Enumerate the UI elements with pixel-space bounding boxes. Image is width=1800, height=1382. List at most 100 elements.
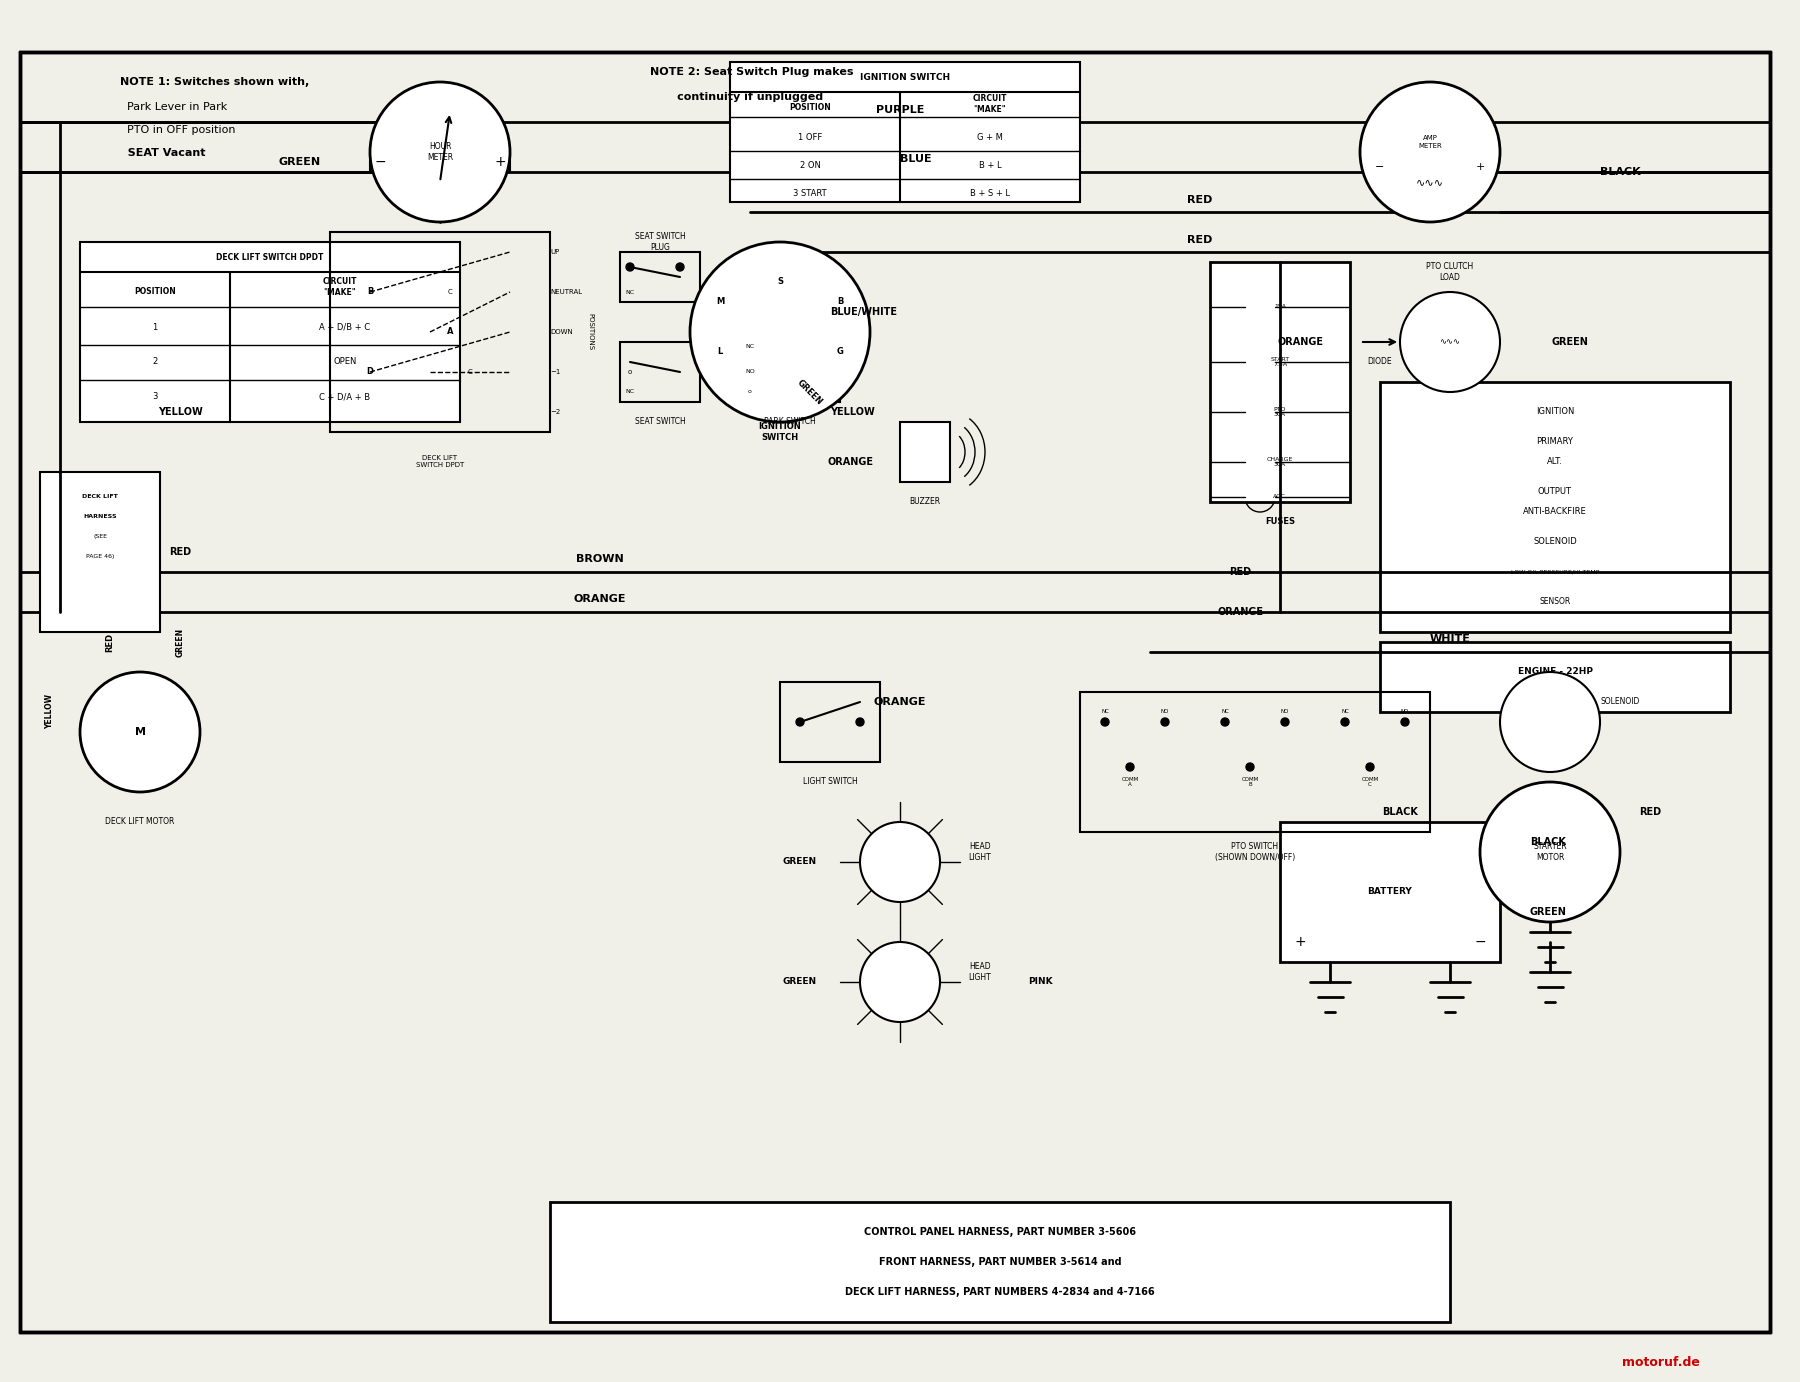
Text: L: L bbox=[718, 347, 722, 357]
Text: ORANGE: ORANGE bbox=[1276, 337, 1323, 347]
Text: ORANGE: ORANGE bbox=[574, 594, 626, 604]
Circle shape bbox=[1366, 763, 1373, 771]
Text: GREEN: GREEN bbox=[796, 377, 824, 406]
Bar bbox=[40, 473, 160, 632]
Text: YELLOW: YELLOW bbox=[45, 695, 54, 730]
Circle shape bbox=[1361, 82, 1499, 223]
Text: motoruf.de: motoruf.de bbox=[1622, 1356, 1699, 1368]
Text: DECK LIFT: DECK LIFT bbox=[83, 495, 117, 499]
Text: BLACK: BLACK bbox=[1530, 837, 1566, 847]
Circle shape bbox=[1400, 719, 1409, 726]
Text: B + L: B + L bbox=[979, 160, 1001, 170]
Text: PTO
30A: PTO 30A bbox=[1274, 406, 1287, 417]
Text: RED: RED bbox=[1188, 195, 1213, 205]
Text: ORANGE: ORANGE bbox=[873, 697, 927, 708]
Text: GREEN: GREEN bbox=[1552, 337, 1588, 347]
Text: HEAD
LIGHT: HEAD LIGHT bbox=[968, 962, 992, 981]
Text: G + M: G + M bbox=[977, 133, 1003, 141]
Text: 3: 3 bbox=[153, 392, 158, 402]
Bar bbox=[1080, 692, 1429, 832]
Text: PINK: PINK bbox=[1028, 977, 1053, 987]
Text: BLACK: BLACK bbox=[1382, 807, 1418, 817]
Text: 1: 1 bbox=[153, 322, 158, 332]
Text: PTO CLUTCH
LOAD: PTO CLUTCH LOAD bbox=[1426, 263, 1474, 282]
Text: DECK LIFT HARNESS, PART NUMBERS 4-2834 and 4-7166: DECK LIFT HARNESS, PART NUMBERS 4-2834 a… bbox=[846, 1287, 1156, 1296]
Text: 2 ON: 2 ON bbox=[799, 160, 821, 170]
Text: UP: UP bbox=[551, 249, 560, 256]
Text: IGNITION
SWITCH: IGNITION SWITCH bbox=[758, 423, 801, 442]
Text: M: M bbox=[716, 297, 724, 307]
Text: PTO in OFF position: PTO in OFF position bbox=[121, 124, 236, 135]
Text: D: D bbox=[367, 368, 374, 376]
Text: SEAT SWITCH
PLUG: SEAT SWITCH PLUG bbox=[635, 232, 686, 252]
Text: NO: NO bbox=[1400, 709, 1409, 714]
Text: POSITION: POSITION bbox=[788, 102, 832, 112]
Text: ∿∿∿: ∿∿∿ bbox=[1417, 177, 1444, 187]
Text: DOWN: DOWN bbox=[551, 329, 572, 334]
Text: NEUTRAL: NEUTRAL bbox=[551, 289, 581, 294]
Text: A: A bbox=[446, 328, 454, 336]
Text: STARTER
MOTOR: STARTER MOTOR bbox=[1534, 842, 1566, 862]
Text: LIGHT SWITCH: LIGHT SWITCH bbox=[803, 778, 857, 786]
Circle shape bbox=[1220, 719, 1229, 726]
Text: B: B bbox=[367, 287, 373, 297]
Text: PTO SWITCH
(SHOWN DOWN/OFF): PTO SWITCH (SHOWN DOWN/OFF) bbox=[1215, 842, 1296, 862]
Text: PARK SWITCH: PARK SWITCH bbox=[765, 417, 815, 427]
Bar bbox=[329, 232, 551, 433]
Text: M: M bbox=[135, 727, 146, 737]
Circle shape bbox=[677, 263, 684, 271]
Circle shape bbox=[689, 242, 869, 422]
Text: FUSES: FUSES bbox=[1265, 517, 1294, 527]
Text: NC: NC bbox=[745, 344, 754, 350]
Bar bbox=[779, 681, 880, 761]
Circle shape bbox=[860, 822, 940, 902]
Circle shape bbox=[1400, 292, 1499, 392]
Bar bbox=[731, 62, 1080, 202]
Text: NOTE 1: Switches shown with,: NOTE 1: Switches shown with, bbox=[121, 77, 310, 87]
Text: NC: NC bbox=[625, 390, 635, 394]
Text: SEAT Vacant: SEAT Vacant bbox=[121, 148, 205, 158]
Text: A + D/B + C: A + D/B + C bbox=[319, 322, 371, 332]
Circle shape bbox=[1161, 719, 1168, 726]
Text: OPEN: OPEN bbox=[333, 358, 356, 366]
Bar bbox=[900, 422, 950, 482]
Text: PRIMARY: PRIMARY bbox=[1537, 438, 1573, 446]
Bar bbox=[619, 252, 700, 303]
Text: ENGINE - 22HP
KOHLER: ENGINE - 22HP KOHLER bbox=[1517, 668, 1593, 687]
Text: AMP
METER: AMP METER bbox=[1418, 135, 1442, 148]
Text: PURPLE: PURPLE bbox=[877, 105, 923, 115]
Text: BLACK: BLACK bbox=[1600, 167, 1640, 177]
Bar bbox=[619, 341, 700, 402]
Text: CIRCUIT
"MAKE": CIRCUIT "MAKE" bbox=[322, 278, 356, 297]
Text: YELLOW: YELLOW bbox=[158, 408, 202, 417]
Text: BUZZER: BUZZER bbox=[909, 498, 941, 506]
Text: NOTE 2: Seat Switch Plug makes: NOTE 2: Seat Switch Plug makes bbox=[650, 66, 853, 77]
Text: 15A: 15A bbox=[1274, 304, 1285, 310]
Text: DECK LIFT MOTOR: DECK LIFT MOTOR bbox=[106, 818, 175, 826]
Text: ANTI-BACKFIRE: ANTI-BACKFIRE bbox=[1523, 507, 1588, 517]
Text: BATTERY: BATTERY bbox=[1368, 887, 1413, 897]
Text: SENSOR: SENSOR bbox=[1539, 597, 1571, 607]
Text: GREEN: GREEN bbox=[783, 857, 817, 867]
Text: +: + bbox=[495, 155, 506, 169]
Text: S: S bbox=[778, 278, 783, 286]
Text: ACC.: ACC. bbox=[1273, 495, 1287, 499]
Text: COMM
C: COMM C bbox=[1361, 777, 1379, 788]
Text: −2: −2 bbox=[551, 409, 560, 415]
Circle shape bbox=[860, 943, 940, 1023]
Text: GREEN: GREEN bbox=[279, 158, 320, 167]
Text: NC: NC bbox=[625, 289, 635, 294]
Text: o: o bbox=[628, 369, 632, 375]
Text: YELLOW: YELLOW bbox=[830, 408, 875, 417]
Text: NC: NC bbox=[1341, 709, 1348, 714]
Text: −1: −1 bbox=[551, 369, 560, 375]
Text: ALT.: ALT. bbox=[1546, 457, 1562, 467]
Circle shape bbox=[857, 719, 864, 726]
Circle shape bbox=[1282, 719, 1289, 726]
Bar bbox=[1280, 822, 1499, 962]
Text: C: C bbox=[448, 289, 452, 294]
Circle shape bbox=[1246, 763, 1255, 771]
Text: NO: NO bbox=[1161, 709, 1170, 714]
Text: START
7.5A: START 7.5A bbox=[1271, 357, 1289, 368]
Text: G: G bbox=[837, 347, 844, 357]
